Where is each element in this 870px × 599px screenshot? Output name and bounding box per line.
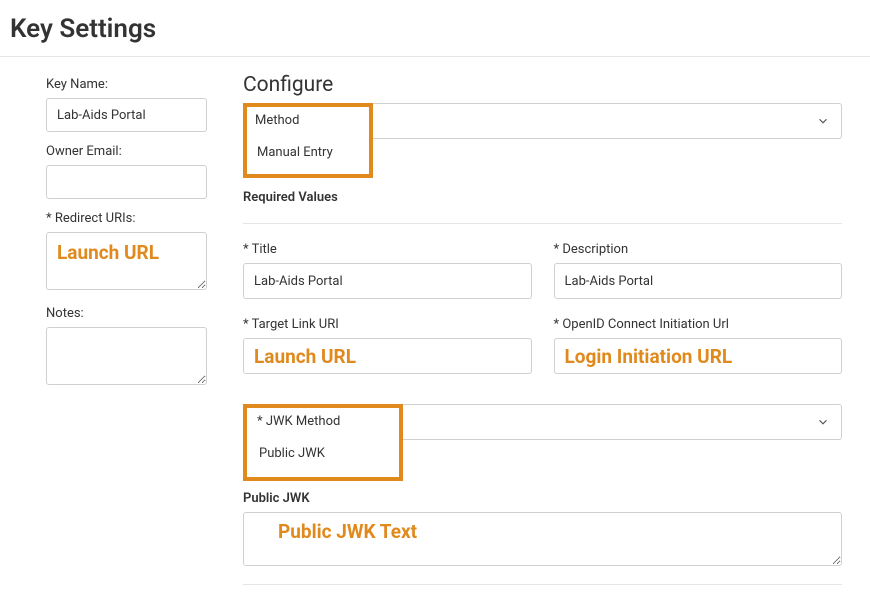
description-label: * Description — [554, 242, 843, 257]
title-input[interactable] — [243, 263, 532, 299]
key-name-group: Key Name: — [46, 77, 207, 132]
jwk-method-select[interactable] — [403, 404, 842, 440]
notes-input[interactable] — [46, 327, 207, 385]
left-column: Key Name: Owner Email: * Redirect URIs: … — [0, 73, 225, 599]
jwk-method-row: * JWK Method Public JWK — [243, 404, 842, 481]
jwk-method-highlight: * JWK Method Public JWK — [243, 404, 403, 481]
title-group: * Title — [243, 238, 532, 299]
owner-email-group: Owner Email: — [46, 144, 207, 199]
jwk-method-select-row — [403, 404, 842, 440]
public-jwk-label: Public JWK — [243, 491, 842, 506]
description-input[interactable] — [554, 263, 843, 299]
openid-input[interactable] — [554, 338, 843, 374]
target-link-label: * Target Link URI — [243, 317, 532, 332]
owner-email-input[interactable] — [46, 165, 207, 199]
content-area: Key Name: Owner Email: * Redirect URIs: … — [0, 57, 870, 599]
jwk-method-value-display: Public JWK — [259, 446, 325, 461]
title-description-row: * Title * Description — [243, 238, 842, 313]
method-row: Method Manual Entry — [243, 103, 842, 178]
jwk-method-label: * JWK Method — [257, 414, 389, 429]
description-group: * Description — [554, 238, 843, 299]
target-openid-row: * Target Link URI * OpenID Connect Initi… — [243, 313, 842, 388]
openid-group: * OpenID Connect Initiation Url — [554, 313, 843, 374]
target-link-group: * Target Link URI — [243, 313, 532, 374]
divider-1 — [243, 223, 842, 224]
method-label: Method — [255, 113, 361, 128]
title-label: * Title — [243, 242, 532, 257]
page-title: Key Settings — [0, 0, 870, 57]
redirect-uris-input[interactable] — [46, 232, 207, 290]
method-select-row — [373, 103, 842, 139]
public-jwk-group: Public JWK {} — [243, 491, 842, 570]
openid-label: * OpenID Connect Initiation Url — [554, 317, 843, 332]
owner-email-label: Owner Email: — [46, 144, 207, 159]
key-name-label: Key Name: — [46, 77, 207, 92]
notes-label: Notes: — [46, 306, 207, 321]
target-link-input[interactable] — [243, 338, 532, 374]
configure-heading: Configure — [243, 73, 842, 97]
divider-2 — [243, 584, 842, 585]
method-highlight: Method Manual Entry — [243, 103, 373, 178]
redirect-uris-group: * Redirect URIs: — [46, 211, 207, 294]
method-value-display: Manual Entry — [257, 145, 333, 160]
redirect-uris-label: * Redirect URIs: — [46, 211, 207, 226]
public-jwk-input[interactable] — [243, 512, 842, 566]
right-column: Configure Method Manual Entry Required V… — [225, 73, 870, 599]
method-select[interactable] — [373, 103, 842, 139]
notes-group: Notes: — [46, 306, 207, 389]
required-values-label: Required Values — [243, 190, 842, 205]
key-name-input[interactable] — [46, 98, 207, 132]
